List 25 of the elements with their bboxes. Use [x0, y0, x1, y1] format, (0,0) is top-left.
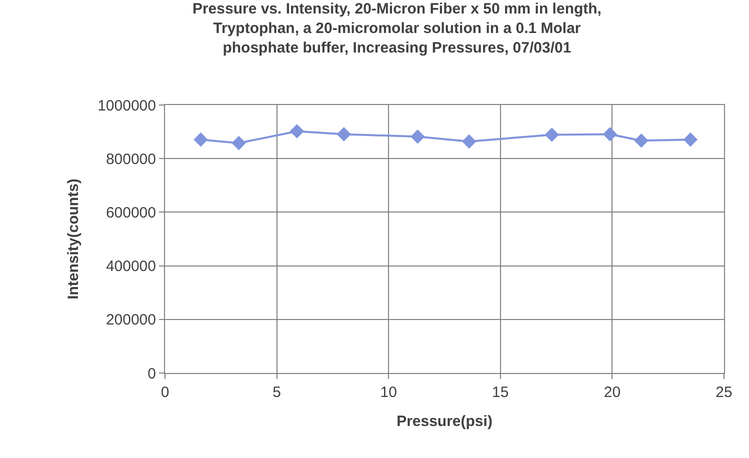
point — [683, 132, 698, 147]
point — [602, 127, 618, 142]
y-tick-label: 400000 — [106, 258, 156, 276]
x-tick-label: 20 — [604, 384, 621, 401]
y-tick-label: 800000 — [106, 150, 156, 168]
y-axis-title: Intensity(counts) — [64, 178, 82, 300]
point — [290, 124, 304, 138]
point — [194, 132, 208, 147]
point — [462, 134, 476, 149]
point — [410, 129, 425, 144]
point — [232, 136, 246, 150]
y-tick-label: 1000000 — [98, 97, 156, 114]
point — [634, 133, 648, 148]
x-tick-label: 5 — [272, 384, 281, 401]
y-tick-label: 0 — [148, 365, 156, 382]
point — [336, 127, 352, 142]
y-tick-label: 600000 — [106, 204, 156, 222]
chart-title: Pressure vs. Intensity, 20-Micron Fiber x 50 mm in length, Tryptophan, a 20-micromolar solution in a 0.1 Molar phosphate buffer, Increasing Pressures, 07/03/01 — [192, 0, 602, 57]
x-tick-label: 15 — [492, 384, 509, 401]
x-tick-label: 0 — [160, 384, 170, 401]
y-tick-label: 200000 — [106, 312, 156, 329]
x-tick-label: 10 — [380, 384, 397, 401]
x-axis-title: Pressure(psi) — [396, 413, 492, 430]
point — [544, 128, 559, 142]
x-tick-label: 25 — [716, 384, 732, 401]
